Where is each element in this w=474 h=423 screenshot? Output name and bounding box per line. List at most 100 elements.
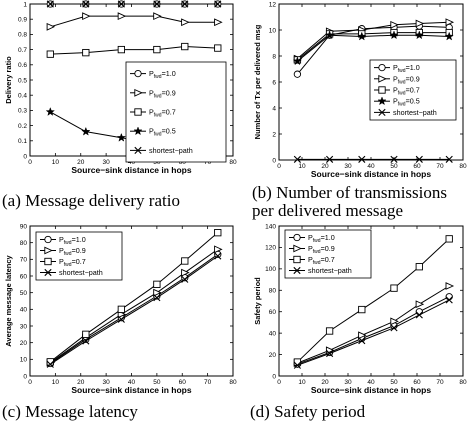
x-tick-label: 70 [204,379,212,386]
x-tick-label: 40 [367,379,375,386]
y-tick-label: 8 [272,53,276,60]
series-line [50,255,219,365]
data-point [214,0,222,8]
legend-marker [378,74,387,83]
x-tick-label: 40 [128,159,136,166]
x-tick-label: 80 [459,163,467,170]
y-axis-label: Average message latency [4,254,13,346]
chart-b: 0 10 20 30 40 50 60 70 80 0 2 4 6 8 10 12 Source−sink di… [253,1,467,179]
caption-b-line2: per delivered message [252,201,404,220]
data-point [153,294,161,302]
data-point [326,349,334,358]
data-point [45,106,55,116]
x-tick-label: 10 [52,159,60,166]
legend: Pfwd=1.0Pfwd=0.9Pfwd=0.7Pfwd=0.5shortest… [369,59,457,121]
y-tick-label: 50 [20,290,28,297]
data-point [293,155,301,163]
y-tick-label: 0.6 [18,62,27,69]
data-point [153,12,162,21]
series-line [50,46,218,55]
legend-label: Pfwd=0.7 [393,86,420,97]
data-point [325,327,334,335]
legend-label: shortest−path [393,108,437,117]
series-2 [293,235,453,366]
chart-a: 0 10 20 30 40 50 60 70 80 0 0.1 0.2 0.3 0.4 0.5 0.6 0.7 0… [4,0,237,175]
series-line [49,232,219,363]
series-2 [46,42,222,58]
data-point [46,50,54,58]
x-tick-label: 10 [298,163,306,170]
legend-marker [134,88,143,97]
x-tick-label: 80 [229,159,237,166]
legend-label: shortest−path [149,146,193,155]
legend-label: shortest−path [308,266,352,275]
series-line [50,253,219,364]
data-point [389,30,399,40]
legend-marker [293,244,302,253]
series-4 [46,0,222,8]
x-tick-label: 20 [77,379,85,386]
legend-marker [378,108,386,116]
y-tick-label: 0 [272,157,276,164]
data-point [445,296,453,304]
data-point [153,0,161,8]
y-tick-label: 0 [23,153,27,160]
x-tick-label: 0 [277,163,281,170]
data-point [214,252,222,260]
data-point [116,132,127,142]
data-point [390,317,399,326]
legend-label: Pfwd=0.7 [149,108,176,119]
data-point [81,126,91,136]
x-tick-label: 30 [103,159,111,166]
data-point [415,263,423,271]
x-tick-label: 80 [459,379,467,386]
data-point [415,311,423,319]
legend-marker [44,246,53,255]
data-point [214,229,222,237]
data-point [324,30,335,40]
data-point [445,155,453,163]
legend-marker [134,108,142,116]
caption-b-line1: (b) Number of transmissions [252,183,448,202]
x-tick-label: 20 [77,159,85,166]
data-point [82,330,90,338]
series-line [50,248,219,364]
series-1 [293,18,455,63]
data-point [82,48,90,57]
y-axis-label: Number of Tx per delivered msg [253,24,262,139]
data-point [82,12,91,21]
data-point [181,0,189,8]
legend-label: Pfwd=1.0 [149,69,176,80]
legend-marker [293,266,301,275]
data-point [358,305,366,314]
data-point [153,45,161,54]
series-line [297,34,450,62]
y-tick-label: 0 [23,373,27,380]
y-tick-label: 140 [265,223,276,230]
legend: Pfwd=1.0Pfwd=0.9Pfwd=0.7Pfwd=0.5shortest… [125,61,227,163]
data-point [46,360,54,368]
y-axis-label: Safety period [253,277,262,325]
data-point [390,155,398,163]
y-tick-label: 6 [272,79,276,86]
y-tick-label: 12 [269,1,277,8]
caption-a: (a) Message delivery ratio [2,191,180,210]
x-tick-label: 0 [28,379,32,386]
legend-label: Pfwd=0.7 [308,255,335,266]
y-tick-label: 10 [269,27,277,34]
data-point [214,18,223,27]
legend-marker [378,86,386,94]
data-point [214,245,223,254]
data-point [390,324,398,332]
x-tick-label: 10 [298,379,306,386]
legend-marker [134,69,142,78]
data-point [445,18,455,27]
data-point [415,300,425,309]
legend-label: Pfwd=0.9 [308,244,335,255]
x-tick-label: 50 [390,163,398,170]
data-point [390,284,398,292]
y-tick-label: 0 [272,373,276,380]
data-point [358,337,366,345]
y-tick-label: 10 [20,357,28,364]
